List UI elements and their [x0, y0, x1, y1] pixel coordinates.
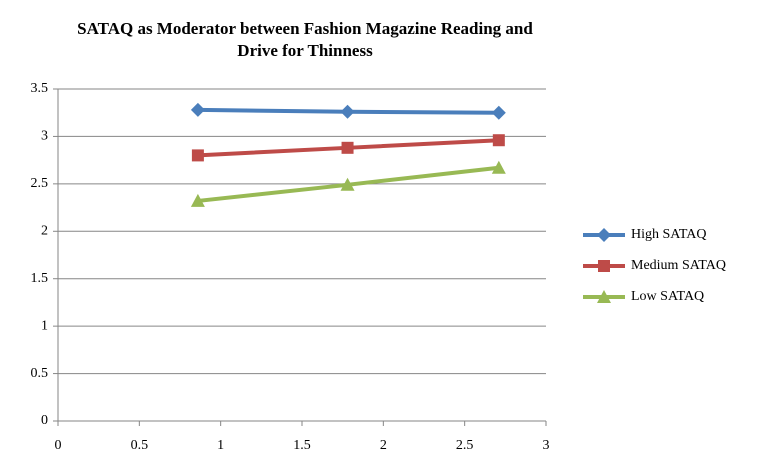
marker	[190, 102, 205, 117]
legend-label: Low SATAQ	[631, 289, 704, 304]
marker	[492, 134, 505, 147]
marker	[597, 290, 611, 303]
legend-label: High SATAQ	[631, 227, 707, 242]
chart-title: SATAQ as Moderator between Fashion Magaz…	[77, 19, 533, 60]
y-tick-label: 3.5	[31, 81, 49, 96]
x-tick-label: 0.5	[131, 438, 149, 451]
x-tick-label: 3	[543, 438, 550, 451]
marker	[341, 141, 354, 154]
y-tick-label: 2.5	[31, 176, 49, 191]
marker	[491, 105, 506, 120]
marker	[597, 228, 611, 242]
legend-label: Medium SATAQ	[631, 258, 726, 273]
marker	[190, 193, 205, 207]
x-tick-label: 1	[217, 438, 224, 451]
marker	[191, 149, 204, 162]
y-tick-label: 2	[41, 224, 48, 239]
marker	[340, 177, 355, 191]
x-tick-label: 0	[55, 438, 62, 451]
x-tick-label: 1.5	[293, 438, 311, 451]
marker	[340, 104, 355, 119]
marker	[491, 160, 506, 174]
y-tick-label: 0	[41, 413, 48, 428]
y-tick-label: 1	[41, 318, 48, 333]
y-tick-label: 3	[41, 129, 48, 144]
x-tick-label: 2.5	[456, 438, 474, 451]
marker	[598, 260, 610, 272]
y-tick-label: 1.5	[31, 271, 49, 286]
y-tick-label: 0.5	[31, 366, 49, 381]
x-tick-label: 2	[380, 438, 387, 451]
